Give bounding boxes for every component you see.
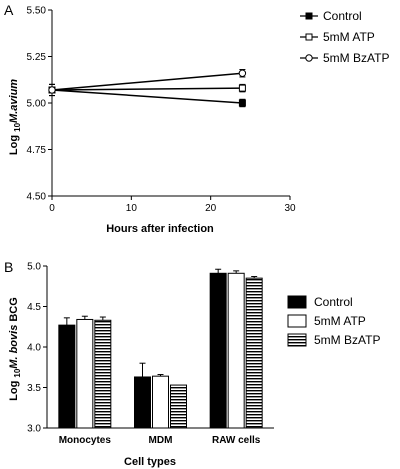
- panel-b-y-tick-label: 5.0: [27, 262, 41, 273]
- panel-a-data-point: [238, 84, 246, 92]
- panel-b-bar: [58, 324, 76, 429]
- panel-b-y-tick-label: 3.0: [27, 424, 41, 435]
- panel-a-legend-label: Control: [323, 9, 362, 23]
- panel-a-y-tick-label: 4.75: [27, 145, 47, 156]
- panel-b-plot: 3.0 3.5 4.0 4.5 5.0 Monocytes MDM RAW cells Cont…: [27, 262, 380, 447]
- panel-b-legend-swatch: [287, 295, 307, 309]
- panel-a-series-line: [51, 72, 243, 91]
- panel-a-y-tick-label: 5.00: [27, 99, 47, 110]
- panel-b-legend-swatch: [287, 314, 307, 328]
- panel-b-bar: [94, 319, 112, 429]
- panel-b-category-label: RAW cells: [212, 435, 261, 446]
- panel-b-y-tick-label: 4.5: [27, 302, 41, 313]
- panel-a-series-line: [51, 87, 243, 91]
- panel-b-y-tick-label: 4.0: [27, 343, 41, 354]
- panel-b-x-axis-title: Cell types: [124, 456, 176, 468]
- panel-a-label: A: [4, 2, 14, 18]
- panel-b-legend-label: 5mM BzATP: [314, 333, 380, 347]
- panel-b-label: B: [4, 259, 13, 275]
- panel-b-bar: [76, 318, 94, 429]
- panel-b-y-tick-label: 3.5: [27, 383, 41, 394]
- panel-a-legend-marker: [305, 54, 313, 62]
- panel-a-x-axis-title: Hours after infection: [106, 223, 214, 235]
- panel-a-data-point: [238, 99, 246, 107]
- panel-b-bar: [134, 376, 151, 429]
- panel-a-data-point: [48, 86, 56, 94]
- panel-a-plot: 4.50 4.75 5.00 5.25 5.50 0 10 20 30 Control 5mM AT…: [27, 6, 390, 215]
- panel-a-series-line: [51, 89, 243, 104]
- panel-b-y-axis-title: Log 10M. bovis BCG: [8, 297, 22, 401]
- panel-a-x-tick-label: 10: [126, 203, 138, 214]
- panel-a-legend-label: 5mM ATP: [323, 30, 375, 44]
- panel-b-bar: [227, 272, 245, 429]
- panel-a-x-tick-label: 30: [284, 203, 296, 214]
- panel-a-y-axis-title: Log 10M.avium: [8, 79, 22, 155]
- panel-a-x-tick-label: 0: [49, 203, 55, 214]
- panel-b-bar: [170, 384, 187, 429]
- panel-b-legend-label: Control: [314, 295, 353, 309]
- panel-a-legend-marker: [305, 33, 313, 41]
- panel-a-legend-label: 5mM BzATP: [323, 51, 389, 65]
- panel-b-bar: [152, 375, 169, 429]
- panel-a-legend-marker: [305, 12, 313, 20]
- panel-a-data-point: [238, 69, 247, 77]
- panel-b-legend-label: 5mM ATP: [314, 314, 366, 328]
- panel-b-bar: [245, 277, 263, 429]
- panel-a-y-tick-label: 5.50: [27, 6, 47, 17]
- panel-b-legend-swatch: [287, 333, 307, 347]
- panel-a-y-tick-label: 4.50: [27, 192, 47, 203]
- panel-a-x-tick-label: 20: [205, 203, 217, 214]
- panel-b-category-label: Monocytes: [59, 435, 112, 446]
- panel-a-y-tick-label: 5.25: [27, 52, 47, 63]
- panel-b-category-label: MDM: [149, 435, 173, 446]
- panel-b-bar: [209, 272, 227, 429]
